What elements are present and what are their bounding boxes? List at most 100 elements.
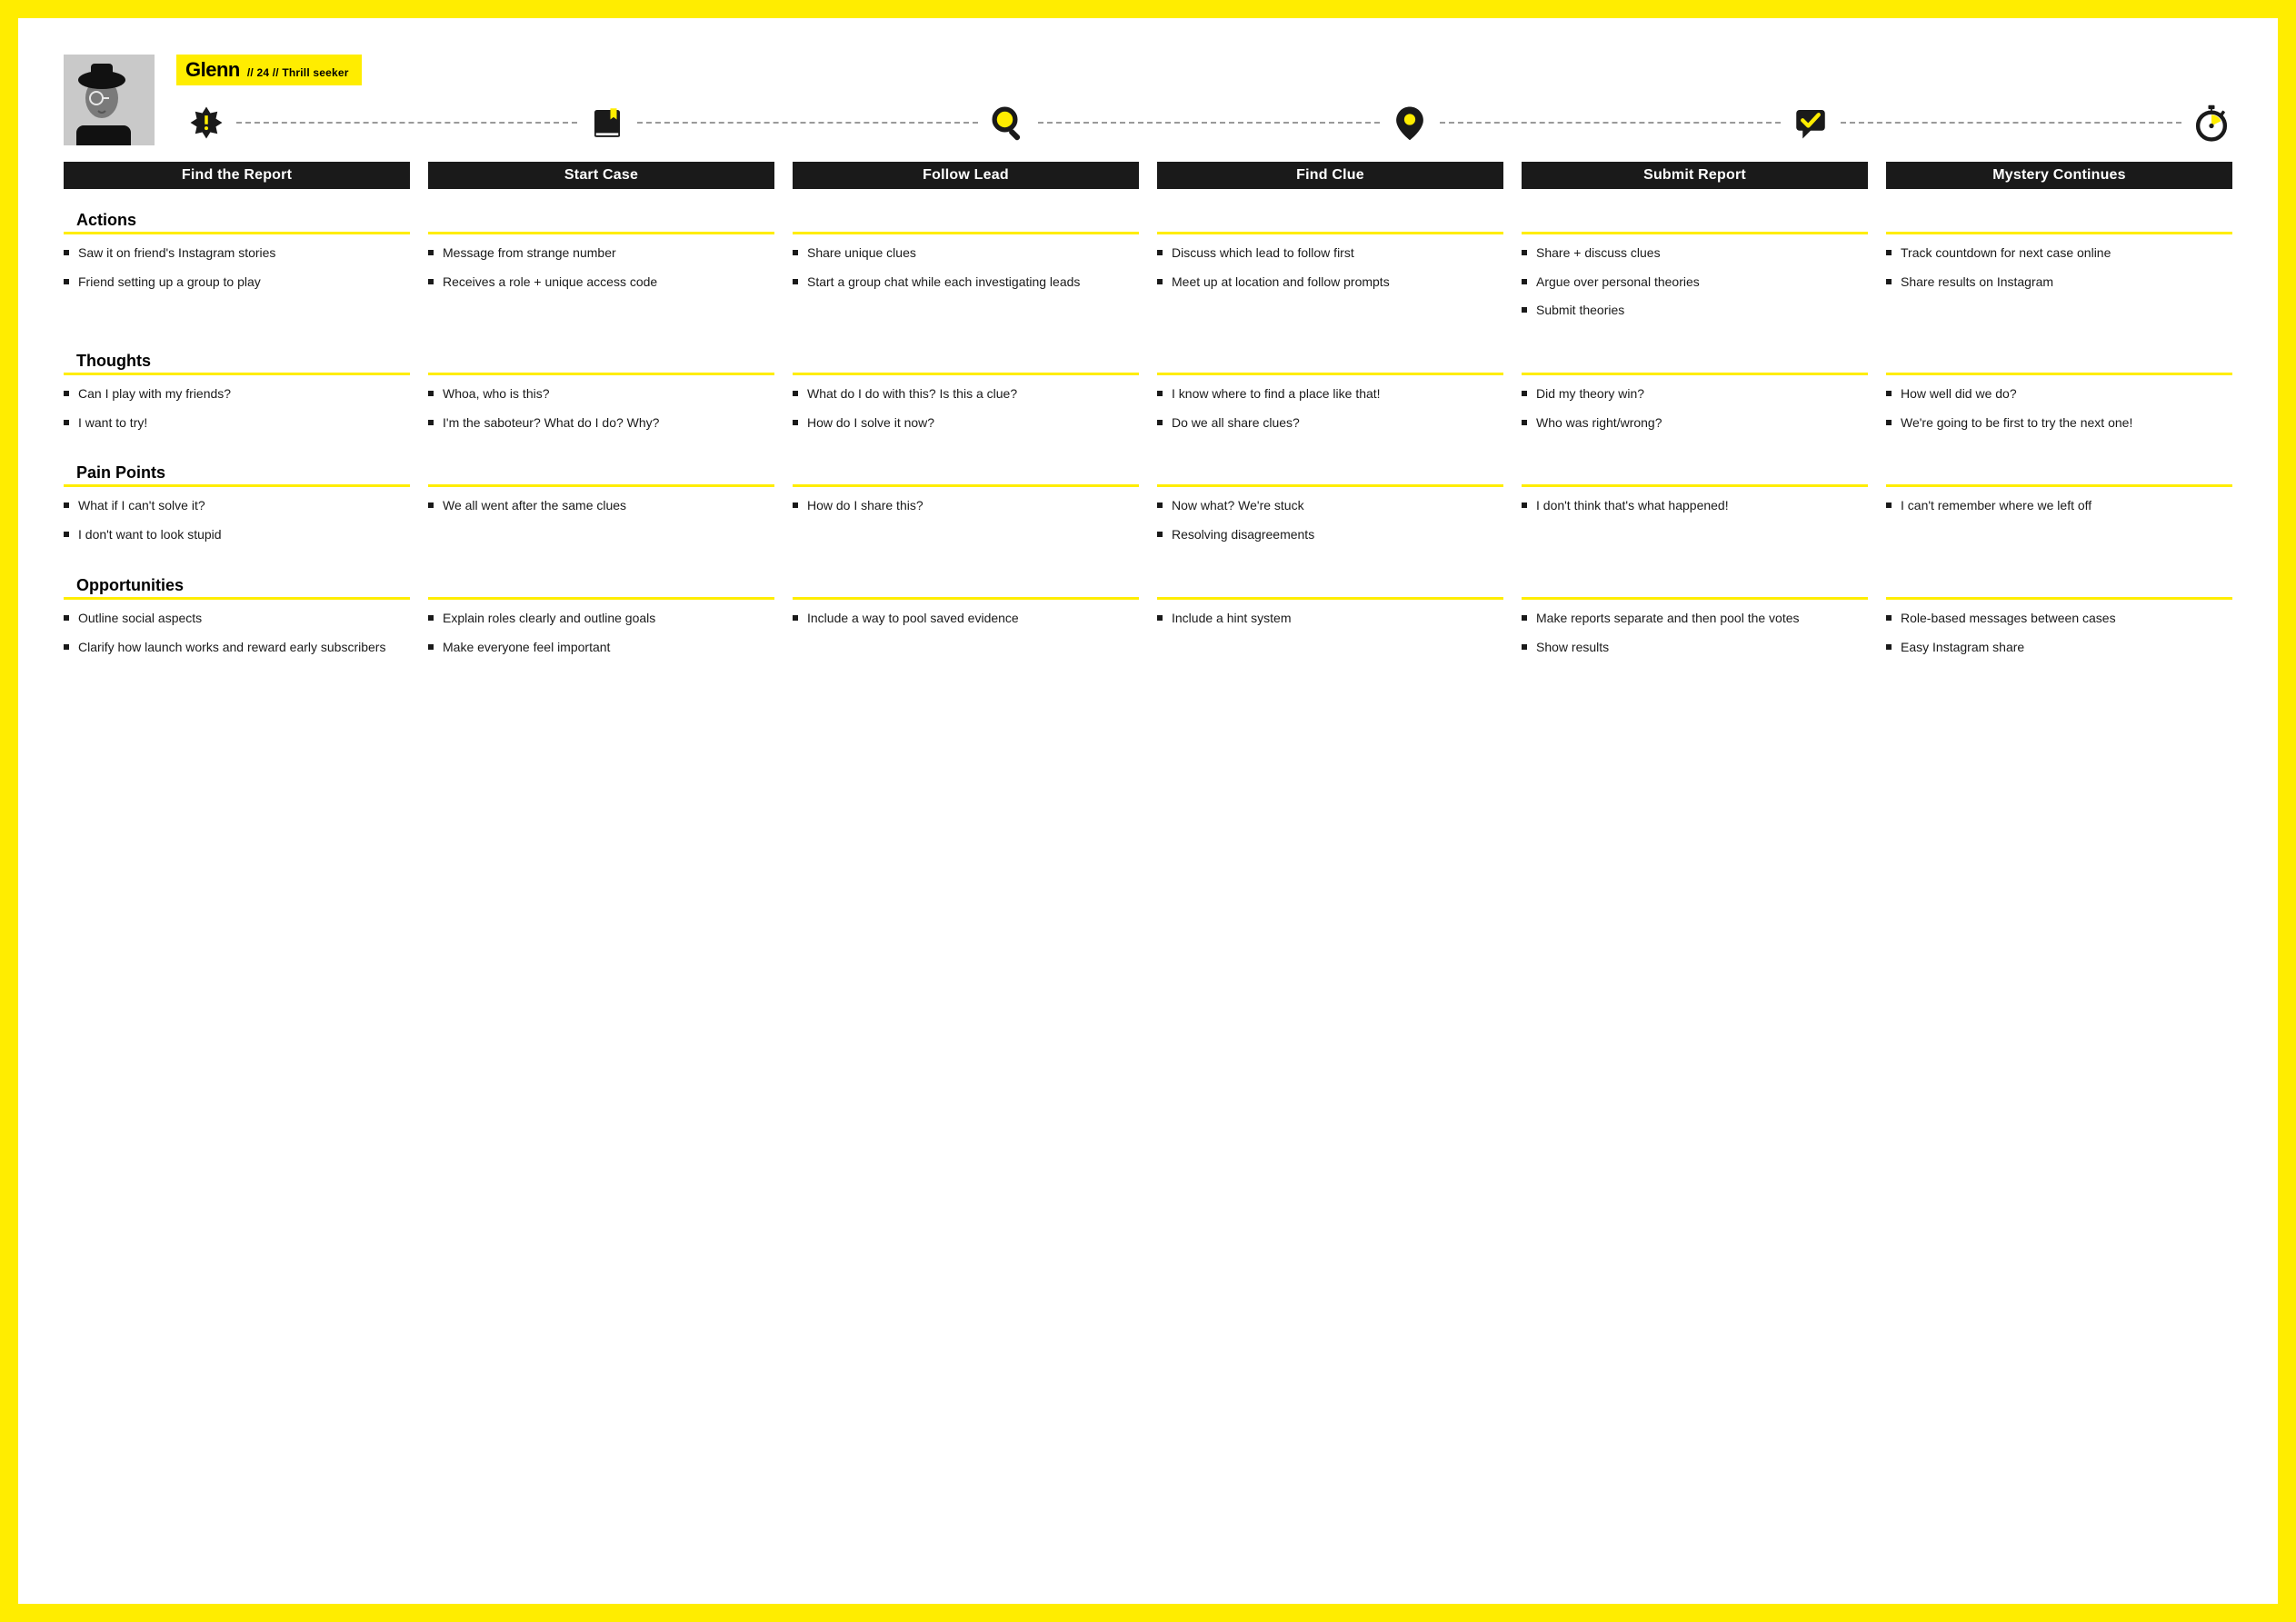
cell: I know where to find a place like that! D… xyxy=(1157,373,1503,442)
list-item: Argue over personal theories xyxy=(1522,273,1868,293)
stage-title: Start Case xyxy=(428,162,774,189)
cell-list: I can't remember where we left off xyxy=(1886,496,2232,516)
connector xyxy=(236,122,577,124)
list-item: Outline social aspects xyxy=(64,609,410,629)
list-item: Resolving disagreements xyxy=(1157,525,1503,545)
cell-list: Now what? We're stuck Resolving disagreem… xyxy=(1157,496,1503,544)
list-item: I want to try! xyxy=(64,413,410,433)
list-item: We all went after the same clues xyxy=(428,496,774,516)
cell: Can I play with my friends?I want to try… xyxy=(64,373,410,442)
list-item: I know where to find a place like that! xyxy=(1157,384,1503,404)
journey-map-page: Glenn // 24 // Thrill seeker xyxy=(18,18,2278,1604)
stopwatch-icon xyxy=(2191,102,2232,144)
cell-list: How do I share this? xyxy=(793,496,1139,516)
cell-list: I don't think that's what happened! xyxy=(1522,496,1868,516)
list-item: We're going to be first to try the next … xyxy=(1886,413,2232,433)
list-item: Start a group chat while each investigat… xyxy=(793,273,1139,293)
list-item: Now what? We're stuck xyxy=(1157,496,1503,516)
cell: Now what? We're stuck Resolving disagreem… xyxy=(1157,484,1503,553)
book-icon xyxy=(586,102,628,144)
cell: Explain roles clearly and outline goals M… xyxy=(428,597,774,666)
stage-title: Mystery Continues xyxy=(1886,162,2232,189)
row-label: Opportunities xyxy=(64,576,2232,595)
cell: Include a hint system xyxy=(1157,597,1503,666)
cell-list: What if I can't solve it? I don't want to… xyxy=(64,496,410,544)
burst-icon xyxy=(185,102,227,144)
list-item: Receives a role + unique access code xyxy=(428,273,774,293)
connector xyxy=(1841,122,2181,124)
cell: Saw it on friend's Instagram stories Frie… xyxy=(64,232,410,330)
list-item: Whoa, who is this? xyxy=(428,384,774,404)
cell: Did my theory win?Who was right/wrong? xyxy=(1522,373,1868,442)
cell-list: Did my theory win?Who was right/wrong? xyxy=(1522,384,1868,433)
list-item: Show results xyxy=(1522,638,1868,658)
cell-list: Discuss which lead to follow first Meet u… xyxy=(1157,244,1503,292)
cell: How do I share this? xyxy=(793,484,1139,553)
cell-list: Include a way to pool saved evidence xyxy=(793,609,1139,629)
list-item: Share unique clues xyxy=(793,244,1139,264)
cell-list: I know where to find a place like that! D… xyxy=(1157,384,1503,433)
persona-avatar xyxy=(64,55,155,145)
list-item: Share results on Instagram xyxy=(1886,273,2232,293)
header-row: Glenn // 24 // Thrill seeker xyxy=(64,55,2232,145)
persona-meta: // 24 // Thrill seeker xyxy=(247,66,349,79)
list-item: What if I can't solve it? xyxy=(64,496,410,516)
cell-list: Whoa, who is this? I'm the saboteur? What… xyxy=(428,384,774,433)
cell-list: Include a hint system xyxy=(1157,609,1503,629)
list-item: Clarify how launch works and reward earl… xyxy=(64,638,410,658)
stage-title: Follow Lead xyxy=(793,162,1139,189)
cell-list: Track countdown for next case online Shar… xyxy=(1886,244,2232,292)
list-item: Do we all share clues? xyxy=(1157,413,1503,433)
list-item: I don't want to look stupid xyxy=(64,525,410,545)
cell: Whoa, who is this? I'm the saboteur? What… xyxy=(428,373,774,442)
cell: What if I can't solve it? I don't want to… xyxy=(64,484,410,553)
cell-list: We all went after the same clues xyxy=(428,496,774,516)
list-item: Submit theories xyxy=(1522,301,1868,321)
magnifier-icon xyxy=(987,102,1029,144)
cell: Share + discuss cluesArgue over personal… xyxy=(1522,232,1868,330)
stage-title: Submit Report xyxy=(1522,162,1868,189)
stage-titles-row: Find the Report Start Case Follow Lead F… xyxy=(64,162,2232,189)
cell-list: Share unique clues Start a group chat whi… xyxy=(793,244,1139,292)
connector xyxy=(637,122,978,124)
cell-list: Explain roles clearly and outline goals M… xyxy=(428,609,774,657)
cell-list: Saw it on friend's Instagram stories Frie… xyxy=(64,244,410,292)
connector xyxy=(1440,122,1781,124)
avatar-illustration xyxy=(64,55,155,145)
chat-check-icon xyxy=(1790,102,1832,144)
cell: Outline social aspects Clarify how launch… xyxy=(64,597,410,666)
cell: Discuss which lead to follow first Meet u… xyxy=(1157,232,1503,330)
cell: I don't think that's what happened! xyxy=(1522,484,1868,553)
cell-list: Message from strange numberReceives a ro… xyxy=(428,244,774,292)
cell-list: Make reports separate and then pool the … xyxy=(1522,609,1868,657)
list-item: Track countdown for next case online xyxy=(1886,244,2232,264)
connector xyxy=(1038,122,1379,124)
row-label: Actions xyxy=(64,211,2232,230)
persona-name-bar: Glenn // 24 // Thrill seeker xyxy=(176,55,362,85)
cell-list: Share + discuss cluesArgue over personal… xyxy=(1522,244,1868,321)
cell-list: Can I play with my friends?I want to try… xyxy=(64,384,410,433)
cell: Share unique clues Start a group chat whi… xyxy=(793,232,1139,330)
row-cells: What if I can't solve it? I don't want to… xyxy=(64,484,2232,553)
list-item: How do I share this? xyxy=(793,496,1139,516)
cell: We all went after the same clues xyxy=(428,484,774,553)
rows-container: Actions Saw it on friend's Instagram stor… xyxy=(64,211,2232,666)
row-cells: Outline social aspects Clarify how launch… xyxy=(64,597,2232,666)
list-item: Friend setting up a group to play xyxy=(64,273,410,293)
list-item: Discuss which lead to follow first xyxy=(1157,244,1503,264)
header-right: Glenn // 24 // Thrill seeker xyxy=(176,55,2232,144)
cell: Role-based messages between casesEasy In… xyxy=(1886,597,2232,666)
list-item: Meet up at location and follow prompts xyxy=(1157,273,1503,293)
list-item: Explain roles clearly and outline goals xyxy=(428,609,774,629)
list-item: How well did we do? xyxy=(1886,384,2232,404)
list-item: Make everyone feel important xyxy=(428,638,774,658)
list-item: Saw it on friend's Instagram stories xyxy=(64,244,410,264)
cell: What do I do with this? Is this a clue?H… xyxy=(793,373,1139,442)
cell: I can't remember where we left off xyxy=(1886,484,2232,553)
list-item: Role-based messages between cases xyxy=(1886,609,2232,629)
list-item: I'm the saboteur? What do I do? Why? xyxy=(428,413,774,433)
list-item: I can't remember where we left off xyxy=(1886,496,2232,516)
cell: Make reports separate and then pool the … xyxy=(1522,597,1868,666)
cell-list: Outline social aspects Clarify how launch… xyxy=(64,609,410,657)
cell: Include a way to pool saved evidence xyxy=(793,597,1139,666)
